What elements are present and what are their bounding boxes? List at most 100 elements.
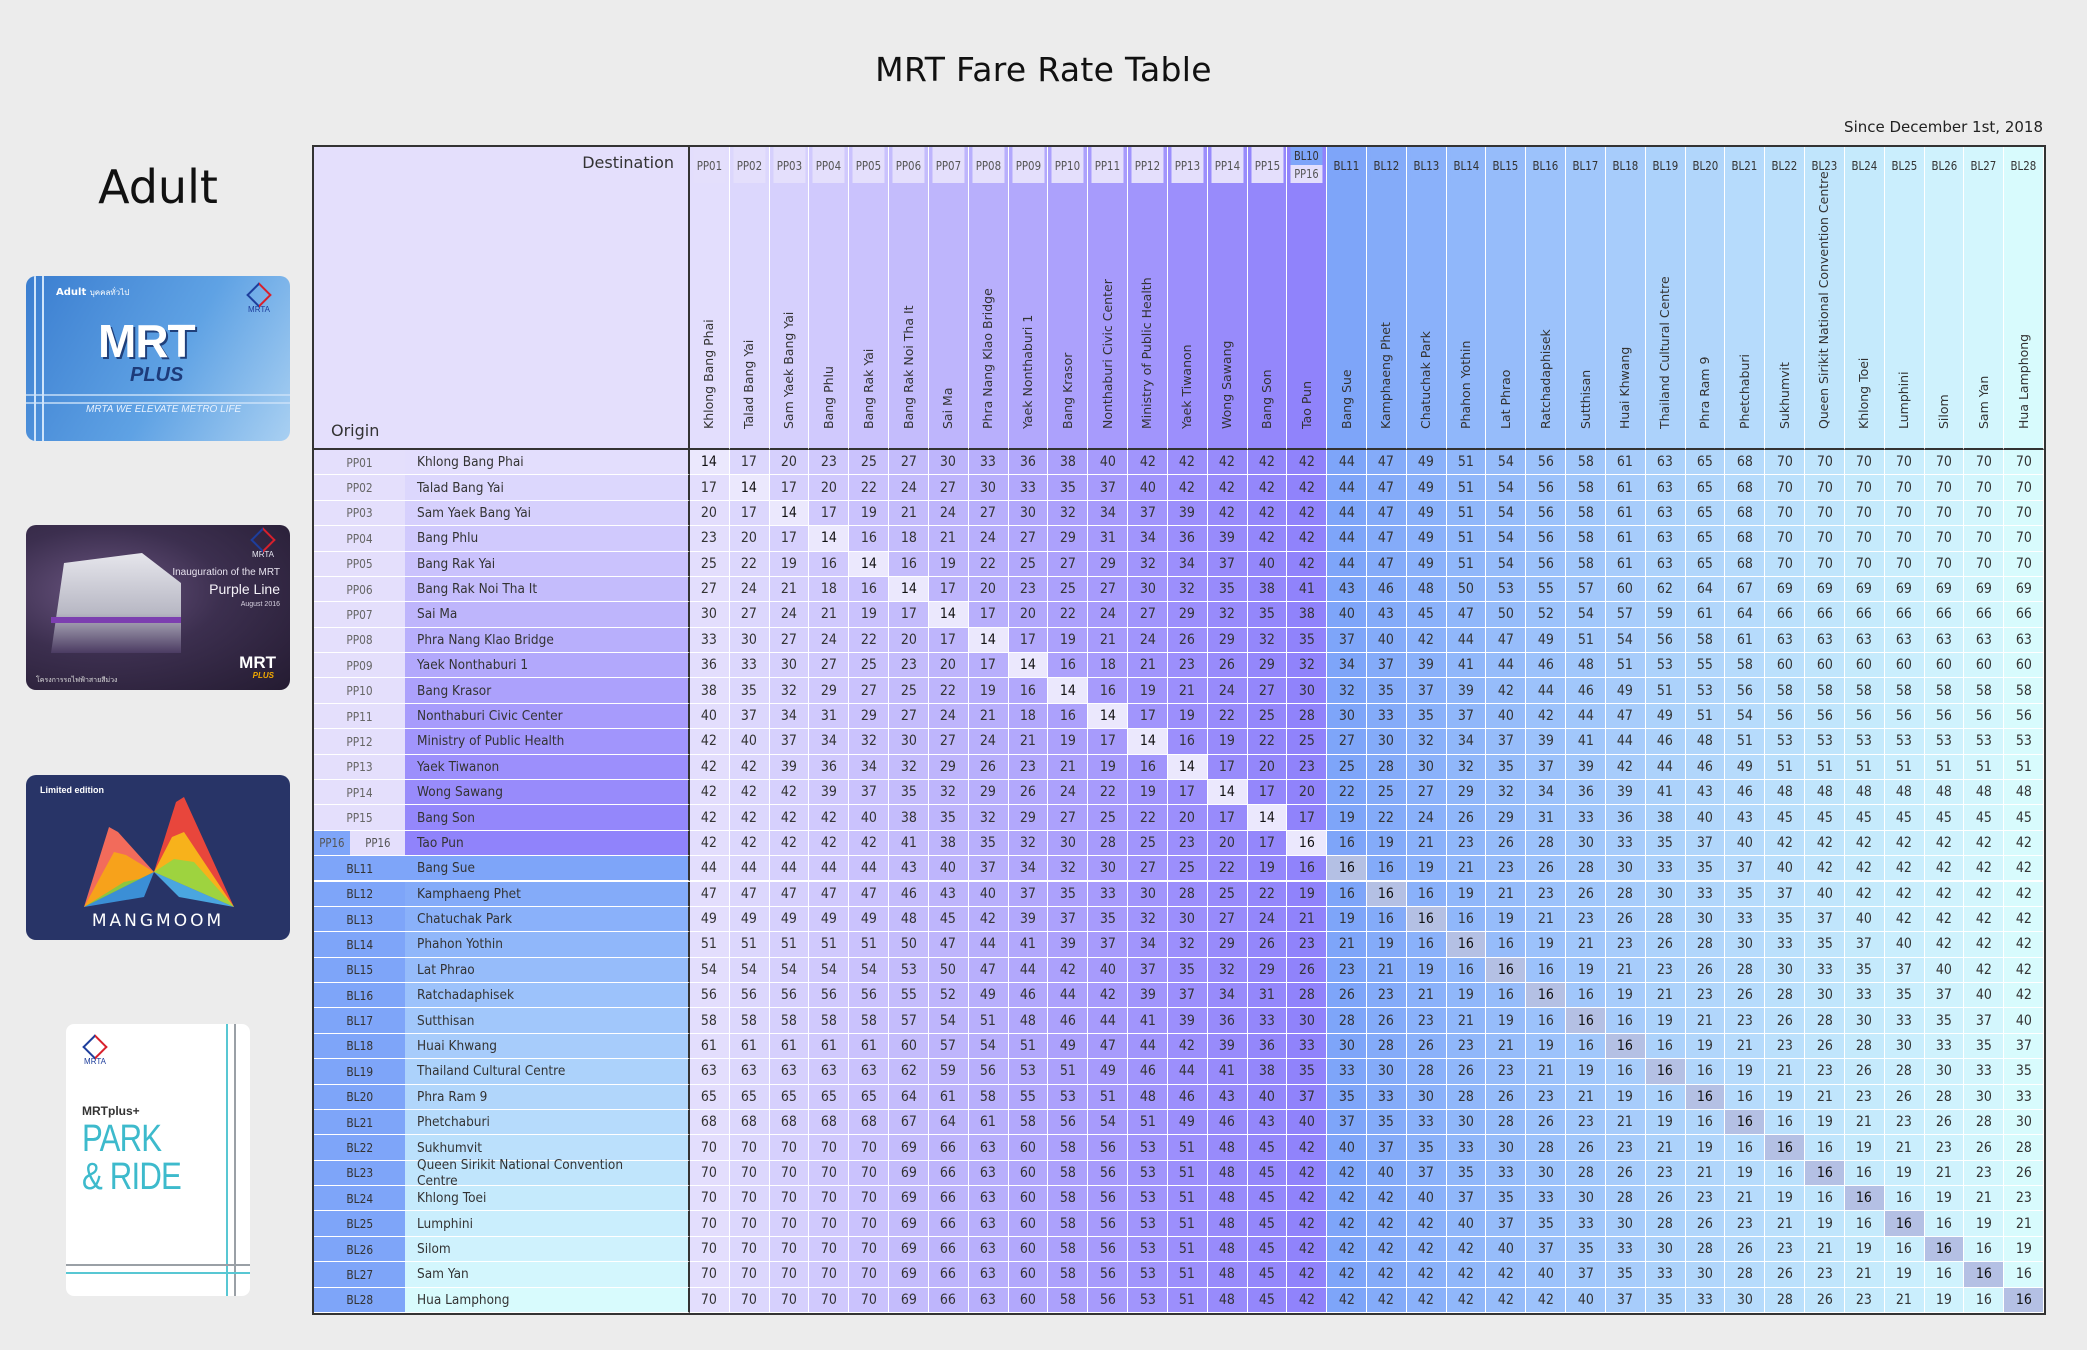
fare-cell: 51	[1605, 653, 1646, 679]
column-station-name: Lumphini	[1896, 371, 1912, 429]
fare-cell: 41	[1287, 576, 1328, 603]
fare-cell: 37	[1605, 1287, 1646, 1313]
fare-cell: 56	[1526, 551, 1567, 577]
fare-cell: 51	[1167, 1262, 1208, 1288]
fare-cell: 14	[1088, 703, 1129, 730]
fare-cell: 29	[1207, 932, 1248, 958]
fare-cell: 39	[1566, 754, 1606, 780]
fare-cell: 35	[1406, 1135, 1447, 1161]
column-station-name: Bang Krasor	[1059, 352, 1075, 429]
fare-cell: 68	[849, 1109, 890, 1136]
fare-cell: 70	[1805, 500, 1845, 527]
fare-cell: 16	[1725, 1084, 1766, 1110]
fare-cell: 54	[809, 957, 850, 984]
fare-cell: 59	[928, 1059, 969, 1085]
fare-cell: 40	[1486, 703, 1527, 730]
fare-cell: 30	[1725, 932, 1766, 958]
row-station-code: BL21	[314, 1109, 405, 1136]
fare-cell: 33	[1805, 957, 1845, 984]
fare-cell: 19	[1526, 1033, 1567, 1060]
fare-cell: 48	[1884, 779, 1925, 806]
fare-cell: 30	[1765, 957, 1806, 984]
fare-cell: 40	[1526, 1262, 1567, 1288]
column-code: BL22	[1768, 147, 1801, 183]
fare-cell: 48	[1207, 1135, 1248, 1161]
fare-cell: 70	[849, 1287, 890, 1313]
fare-cell: 51	[1725, 729, 1766, 755]
fare-cell: 28	[1645, 906, 1686, 933]
column-code: BL17	[1569, 147, 1602, 183]
fare-cell: 30	[1327, 703, 1367, 730]
column-code: BL25	[1888, 147, 1921, 183]
fare-cell: 37	[1446, 703, 1487, 730]
fare-cell: 70	[809, 1160, 850, 1187]
fare-cell: 25	[1207, 881, 1248, 907]
fare-cell: 35	[1486, 1186, 1527, 1212]
fare-cell: 44	[1486, 653, 1527, 679]
fare-cell: 30	[1287, 1008, 1328, 1034]
fare-cell: 32	[849, 729, 890, 755]
fare-cell: 68	[1725, 450, 1766, 476]
table-row: PP06 Bang Rak Noi Tha It 27 24 21 18 16 14 17 20 2…	[314, 576, 2044, 603]
fare-cell: 16	[1406, 881, 1447, 907]
fare-cell: 33	[1645, 856, 1686, 882]
fare-table: Destination Origin PP01 Khlong Bang Phai P…	[312, 145, 2046, 1315]
fare-cell: 63	[1805, 627, 1845, 654]
fare-cell: 42	[1486, 1287, 1527, 1313]
purple-line-card: MRTA Inauguration of the MRT Purple Line…	[26, 525, 290, 690]
column-header-bl26: BL26 Silom	[1924, 147, 1965, 450]
fare-cell: 49	[1406, 450, 1447, 476]
fare-cell: 19	[1844, 1135, 1885, 1161]
fare-cell: 43	[928, 881, 969, 907]
fare-cell: 14	[1207, 779, 1248, 806]
fare-cell: 70	[849, 1262, 890, 1288]
fare-cell: 70	[769, 1135, 810, 1161]
fare-cell: 50	[1446, 576, 1487, 603]
fare-cell: 42	[2004, 830, 2044, 857]
column-header-bl12: BL12 Kamphaeng Phet	[1367, 147, 1407, 450]
column-header-pp10: PP10 Bang Krasor	[1048, 147, 1089, 450]
table-row: BL22 Sukhumvit 70 70 70 70 70 69 66 63 60 58 56 53 51 4…	[314, 1135, 2044, 1161]
table-row: PP08 Phra Nang Klao Bridge 33 30 27 24 22 20 17 1…	[314, 627, 2044, 654]
fare-cell: 63	[1645, 551, 1686, 577]
fare-cell: 60	[1884, 653, 1925, 679]
fare-cell: 48	[1765, 779, 1806, 806]
fare-cell: 51	[1884, 754, 1925, 780]
fare-cell: 19	[1924, 1186, 1965, 1212]
table-row: BL19 Thailand Cultural Centre 63 63 63 63 63 62…	[314, 1059, 2044, 1085]
fare-cell: 19	[1526, 932, 1567, 958]
fare-cell: 30	[1048, 830, 1089, 857]
fare-cell: 63	[729, 1059, 770, 1085]
fare-cell: 42	[1207, 450, 1248, 476]
column-code: PP01	[693, 147, 726, 183]
mrta-logo-icon: MRTA	[246, 527, 280, 559]
fare-cell: 23	[1008, 576, 1049, 603]
fare-cell: 19	[1327, 805, 1367, 831]
fare-cell: 19	[1685, 1135, 1726, 1161]
fare-cell: 58	[729, 1008, 770, 1034]
fare-cell: 26	[1566, 1135, 1606, 1161]
row-station-name: Lat Phrao	[405, 957, 690, 984]
fare-cell: 23	[1446, 1033, 1487, 1060]
fare-cell: 26	[1605, 1160, 1646, 1187]
fare-cell: 28	[1725, 1262, 1766, 1288]
fare-cell: 16	[1446, 957, 1487, 984]
rail-line-decoration	[66, 1264, 250, 1274]
fare-cell: 19	[1645, 1109, 1686, 1136]
fare-cell: 16	[849, 526, 890, 552]
fare-cell: 56	[809, 983, 850, 1009]
fare-cell: 30	[1645, 1236, 1686, 1263]
fare-cell: 29	[1446, 779, 1487, 806]
row-station-name: Tao Pun	[405, 830, 690, 857]
fare-cell: 23	[1805, 1059, 1845, 1085]
fare-cell: 70	[1964, 500, 2005, 527]
fare-cell: 23	[1844, 1287, 1885, 1313]
fare-cell: 32	[1207, 957, 1248, 984]
fare-cell: 53	[1486, 576, 1527, 603]
fare-cell: 16	[1486, 983, 1527, 1009]
fare-cell: 51	[1128, 1109, 1168, 1136]
fare-cell: 17	[769, 475, 810, 501]
row-station-name: Thailand Cultural Centre	[405, 1059, 690, 1085]
fare-cell: 64	[1725, 602, 1766, 628]
fare-cell: 69	[889, 1211, 929, 1237]
